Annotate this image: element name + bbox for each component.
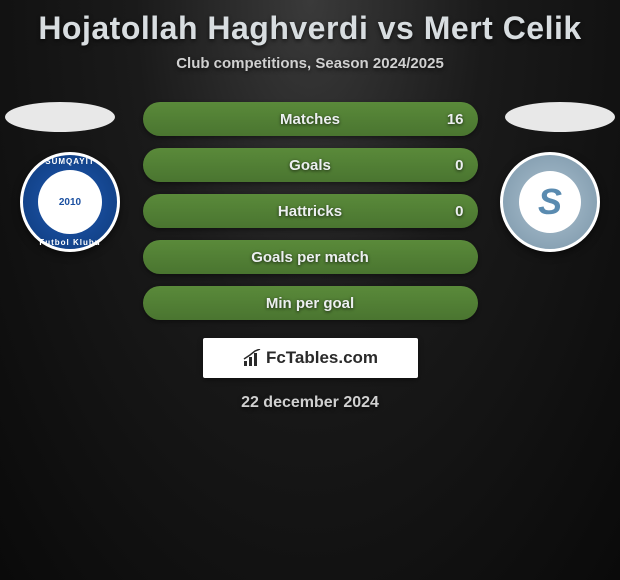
stats-container: Matches 16 Goals 0 Hattricks 0 Goals per… [143,102,478,320]
site-logo-text: FcTables.com [266,348,378,368]
stat-label: Min per goal [143,295,478,312]
club-left-ring-bottom: Futbol Klubu [23,238,117,247]
stat-row: Hattricks 0 [143,194,478,228]
stat-row: Goals 0 [143,148,478,182]
page-title: Hojatollah Haghverdi vs Mert Celik [0,0,620,47]
stat-label: Goals per match [143,249,478,266]
club-left-ring-top: SUMQAYIT [23,157,117,166]
club-left-inner-text: 2010 [59,197,81,208]
stat-label: Hattricks [143,203,478,220]
stat-row: Goals per match [143,240,478,274]
club-right-letter: S [538,181,562,223]
site-logo-box: FcTables.com [203,338,418,378]
stat-row: Min per goal [143,286,478,320]
player-placeholder-left [5,102,115,132]
stat-row: Matches 16 [143,102,478,136]
stat-label: Matches [143,111,478,128]
date-text: 22 december 2024 [0,394,620,412]
club-badge-right: S [500,152,600,252]
player-placeholder-right [505,102,615,132]
stat-value: 16 [447,111,464,128]
club-badge-left: SUMQAYIT 2010 Futbol Klubu [20,152,120,252]
chart-icon [242,349,262,367]
stat-label: Goals [143,157,478,174]
stat-value: 0 [455,203,463,220]
stat-value: 0 [455,157,463,174]
subtitle: Club competitions, Season 2024/2025 [0,55,620,72]
comparison-area: SUMQAYIT 2010 Futbol Klubu S Matches 16 … [0,102,620,412]
